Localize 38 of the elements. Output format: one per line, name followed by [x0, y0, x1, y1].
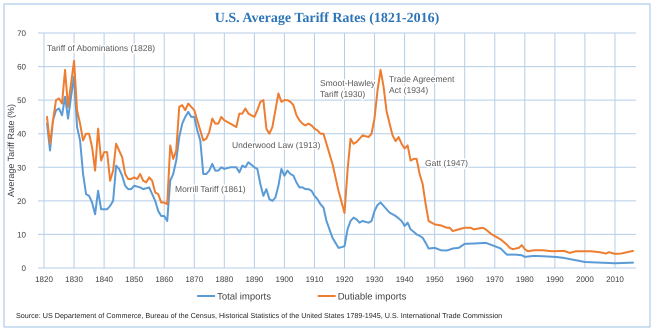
annotation: Smoot-Hawley Tariff (1930): [320, 78, 376, 99]
x-tick-label: 1950: [426, 275, 444, 284]
y-tick-label: 10: [17, 230, 27, 240]
x-tick-label: 1850: [125, 275, 144, 284]
y-tick-label: 60: [17, 62, 27, 72]
x-tick-label: 1980: [516, 275, 534, 284]
x-tick-label: 1900: [276, 275, 294, 284]
y-tick-label: 50: [17, 96, 27, 106]
y-tick-label: 0: [22, 264, 27, 273]
x-tick-label: 1830: [65, 275, 84, 284]
chart-title: U.S. Average Tariff Rates (1821-2016): [214, 11, 440, 26]
annotation: Tariff of Abominations (1828): [47, 43, 156, 53]
x-tick-label: 2010: [606, 275, 624, 284]
x-tick-label: 1910: [306, 275, 324, 284]
legend-label: Dutiable imports: [338, 292, 407, 302]
y-tick-label: 30: [17, 163, 27, 172]
annotation: Trade Agreement Act (1934): [389, 74, 455, 95]
y-tick-label: 20: [17, 196, 27, 206]
x-tick-label: 1880: [215, 275, 234, 284]
y-tick-label: 70: [17, 29, 27, 38]
x-tick-label: 1840: [95, 275, 114, 284]
y-tick-label: 40: [17, 130, 27, 139]
legend-label: Total imports: [217, 292, 272, 302]
annotation: Gatt (1947): [425, 158, 468, 168]
x-tick-label: 1820: [35, 275, 54, 284]
x-tick-label: 1860: [155, 275, 174, 284]
x-tick-label: 1940: [396, 275, 414, 284]
x-tick-label: 1870: [185, 275, 204, 284]
x-tick-label: 1960: [456, 275, 474, 284]
y-axis-title: Average Tariff Rate (%): [6, 104, 16, 198]
x-tick-label: 1990: [546, 275, 564, 284]
x-tick-label: 2000: [576, 275, 594, 284]
x-tick-label: 1920: [336, 275, 354, 284]
annotation: Underwood Law (1913): [232, 140, 321, 150]
annotation: Morrill Tariff (1861): [175, 184, 246, 194]
x-tick-label: 1930: [366, 275, 384, 284]
x-tick-label: 1970: [486, 275, 504, 284]
x-tick-label: 1890: [245, 275, 264, 284]
